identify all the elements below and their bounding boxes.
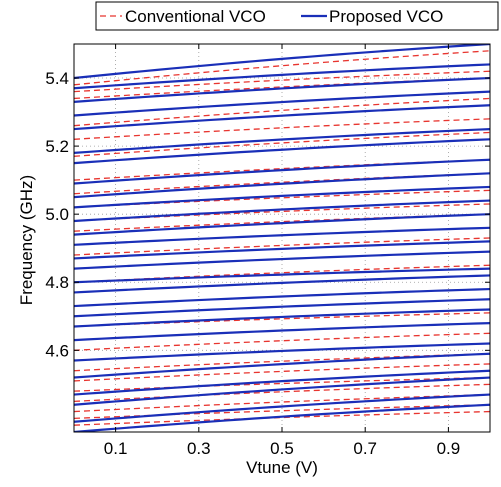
conventional-curve-7 xyxy=(74,332,490,351)
y-tick-label-1: 4.8 xyxy=(45,273,69,292)
proposed-curve-9 xyxy=(74,287,490,308)
proposed-curve-6 xyxy=(74,321,490,342)
y-tick-label-0: 4.6 xyxy=(45,341,69,360)
proposed-curve-4 xyxy=(74,352,490,379)
proposed-curve-25 xyxy=(74,63,490,90)
x-tick-label-4: 0.9 xyxy=(437,439,461,458)
proposed-curve-19 xyxy=(74,158,490,185)
proposed-curve-20 xyxy=(74,138,490,165)
proposed-curve-3 xyxy=(74,369,490,396)
legend-box xyxy=(95,1,499,31)
x-axis-label: Vtune (V) xyxy=(246,458,318,477)
proposed-curve-5 xyxy=(74,342,490,362)
proposed-curve-8 xyxy=(74,298,490,318)
x-axis-ticks: 0.1 0.3 0.5 0.7 0.9 xyxy=(104,44,460,458)
legend: Conventional VCO Proposed VCO xyxy=(95,1,499,31)
x-tick-label-0: 0.1 xyxy=(104,439,128,458)
x-tick-label-2: 0.5 xyxy=(270,439,294,458)
proposed-curve-15 xyxy=(74,213,490,236)
series-layer xyxy=(74,44,490,432)
proposed-curve-18 xyxy=(74,172,490,199)
proposed-curve-0 xyxy=(74,403,490,432)
y-tick-label-2: 5.0 xyxy=(45,205,69,224)
proposed-curve-24 xyxy=(74,76,490,103)
legend-label-proposed: Proposed VCO xyxy=(329,7,443,26)
x-tick-label-1: 0.3 xyxy=(187,439,211,458)
proposed-curve-14 xyxy=(74,226,490,246)
proposed-curve-13 xyxy=(74,240,490,260)
proposed-curve-2 xyxy=(74,376,490,406)
proposed-curve-11 xyxy=(74,267,490,284)
proposed-curve-16 xyxy=(74,199,490,223)
proposed-curve-1 xyxy=(74,393,490,423)
y-tick-label-3: 5.2 xyxy=(45,137,69,156)
y-axis-ticks: 4.6 4.8 5.0 5.2 5.4 xyxy=(45,69,490,360)
proposed-curve-12 xyxy=(74,250,490,270)
legend-label-conventional: Conventional VCO xyxy=(125,7,266,26)
proposed-curve-21 xyxy=(74,127,490,155)
conventional-curve-0 xyxy=(74,410,490,426)
y-axis-label: Frequency (GHz) xyxy=(17,175,36,305)
proposed-curve-22 xyxy=(74,104,490,131)
proposed-curve-7 xyxy=(74,308,490,328)
proposed-curve-17 xyxy=(74,185,490,209)
proposed-curve-23 xyxy=(74,90,490,117)
y-tick-label-4: 5.4 xyxy=(45,69,69,88)
proposed-curve-10 xyxy=(74,274,490,294)
x-tick-label-3: 0.7 xyxy=(353,439,377,458)
proposed-curve-26 xyxy=(74,44,490,80)
